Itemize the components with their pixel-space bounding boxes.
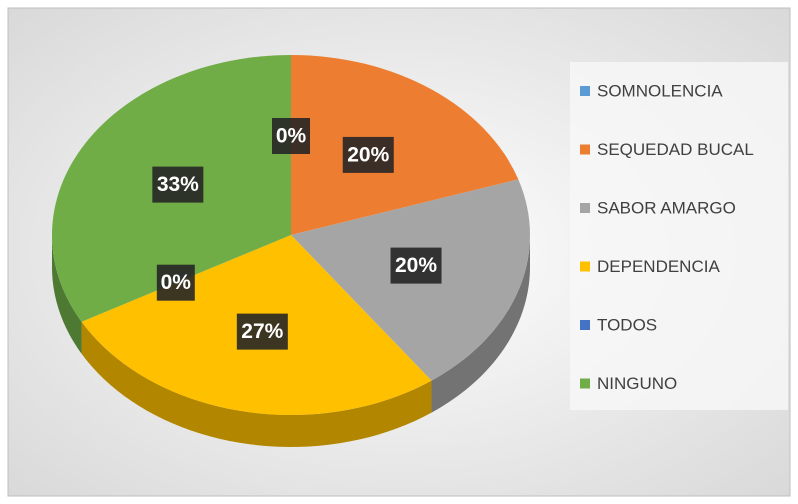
- data-label: 33%: [157, 173, 199, 196]
- legend-swatch: [580, 144, 590, 155]
- label-box: [342, 136, 394, 173]
- slice-side: [431, 235, 530, 413]
- legend-swatch: [580, 86, 590, 96]
- slice: [291, 55, 519, 235]
- label-box: [272, 118, 310, 154]
- data-label: 20%: [347, 143, 389, 166]
- label-box: [390, 247, 442, 284]
- legend-label: SABOR AMARGO: [597, 198, 736, 217]
- data-label: 0%: [276, 125, 307, 148]
- legend-label: DEPENDENCIA: [597, 257, 720, 276]
- data-label: 20%: [395, 254, 437, 277]
- legend-label: NINGUNO: [597, 374, 677, 393]
- legend-label: SEQUEDAD BUCAL: [597, 140, 754, 159]
- label-box: [156, 264, 195, 301]
- legend-swatch: [580, 320, 590, 330]
- legend-swatch: [580, 203, 590, 213]
- legend-label: SOMNOLENCIA: [597, 81, 723, 100]
- label-box: [152, 166, 204, 203]
- slice-side: [52, 235, 82, 354]
- slice-side: [81, 321, 432, 447]
- legend-label: TODOS: [597, 315, 657, 334]
- legend-box: [570, 62, 788, 410]
- legend-swatch: [580, 378, 590, 389]
- data-label: 0%: [161, 271, 192, 294]
- legend-swatch: [580, 261, 590, 272]
- data-label: 27%: [241, 320, 283, 343]
- label-box: [236, 313, 288, 350]
